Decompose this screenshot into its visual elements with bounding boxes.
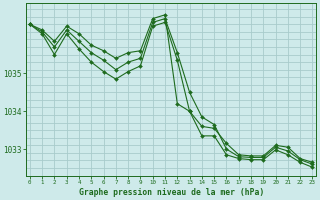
X-axis label: Graphe pression niveau de la mer (hPa): Graphe pression niveau de la mer (hPa) [78, 188, 264, 197]
